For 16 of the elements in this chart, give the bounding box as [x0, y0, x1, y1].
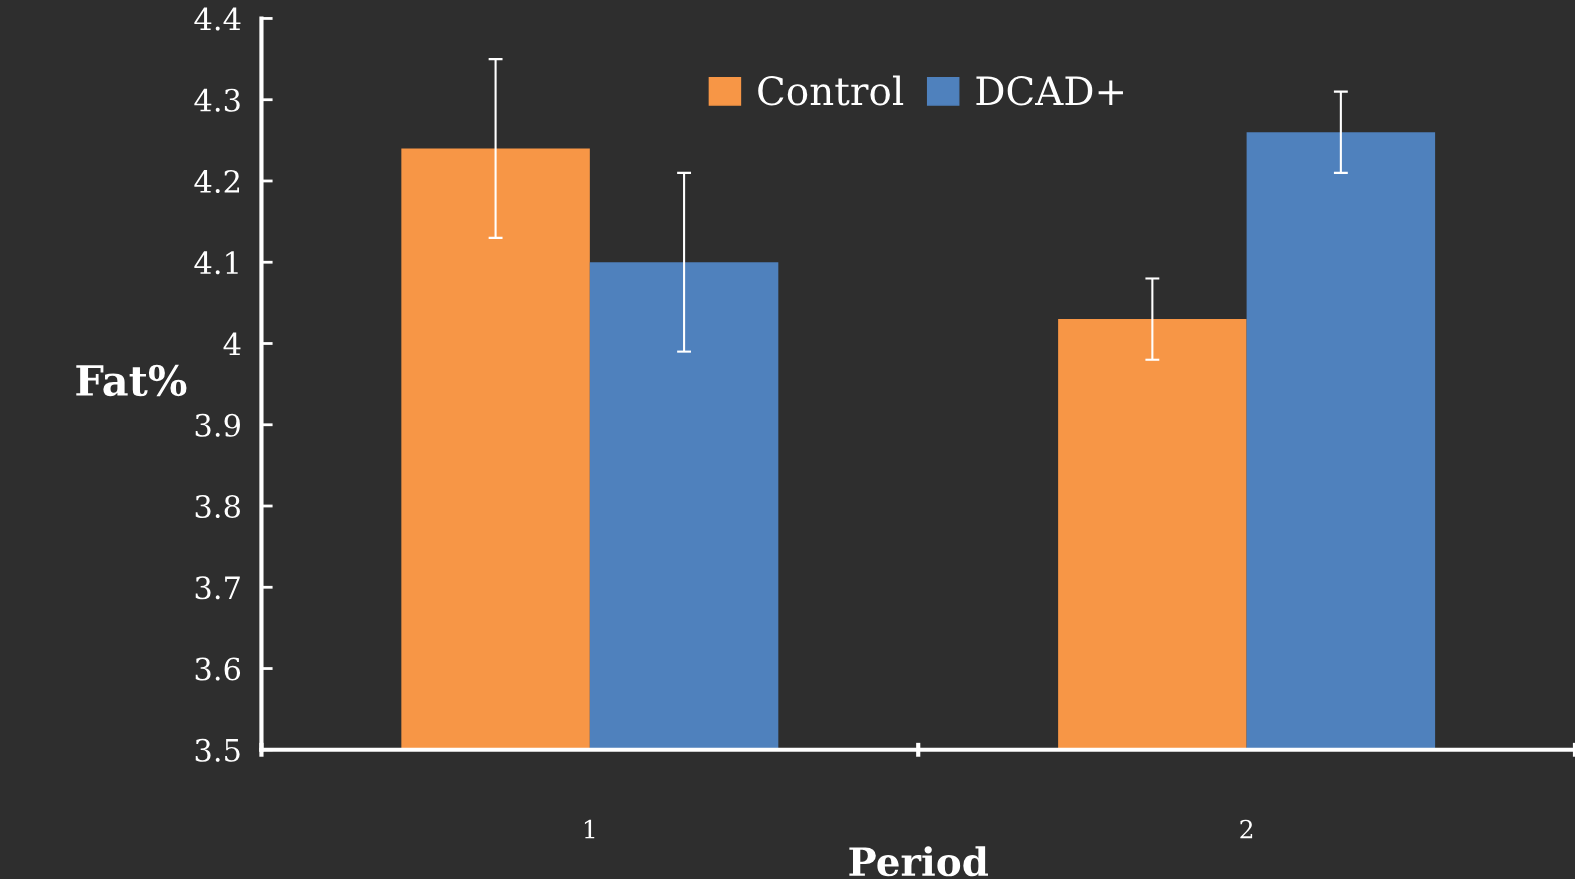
y-tick-label: 4.4	[194, 7, 241, 31]
x-tick-label: 2	[1240, 819, 1253, 839]
y-tick-label: 4	[223, 332, 241, 356]
x-tick-label: 1	[584, 819, 595, 839]
y-tick-label: 3.9	[195, 413, 240, 437]
y-tick-label: 3.8	[195, 494, 240, 519]
y-axis-title: Fat%	[76, 364, 187, 397]
y-tick-label: 4.1	[194, 251, 238, 275]
y-tick-label: 3.7	[195, 576, 240, 600]
x-axis-title: Period	[849, 846, 988, 877]
y-tick-label: 4.2	[194, 169, 240, 194]
legend-label: DCAD+	[976, 76, 1123, 106]
legend-label: Control	[758, 75, 904, 106]
y-tick-label: 3.5	[195, 738, 240, 762]
y-tick-label: 3.6	[195, 657, 241, 681]
y-tick-label: 4.3	[194, 88, 240, 112]
